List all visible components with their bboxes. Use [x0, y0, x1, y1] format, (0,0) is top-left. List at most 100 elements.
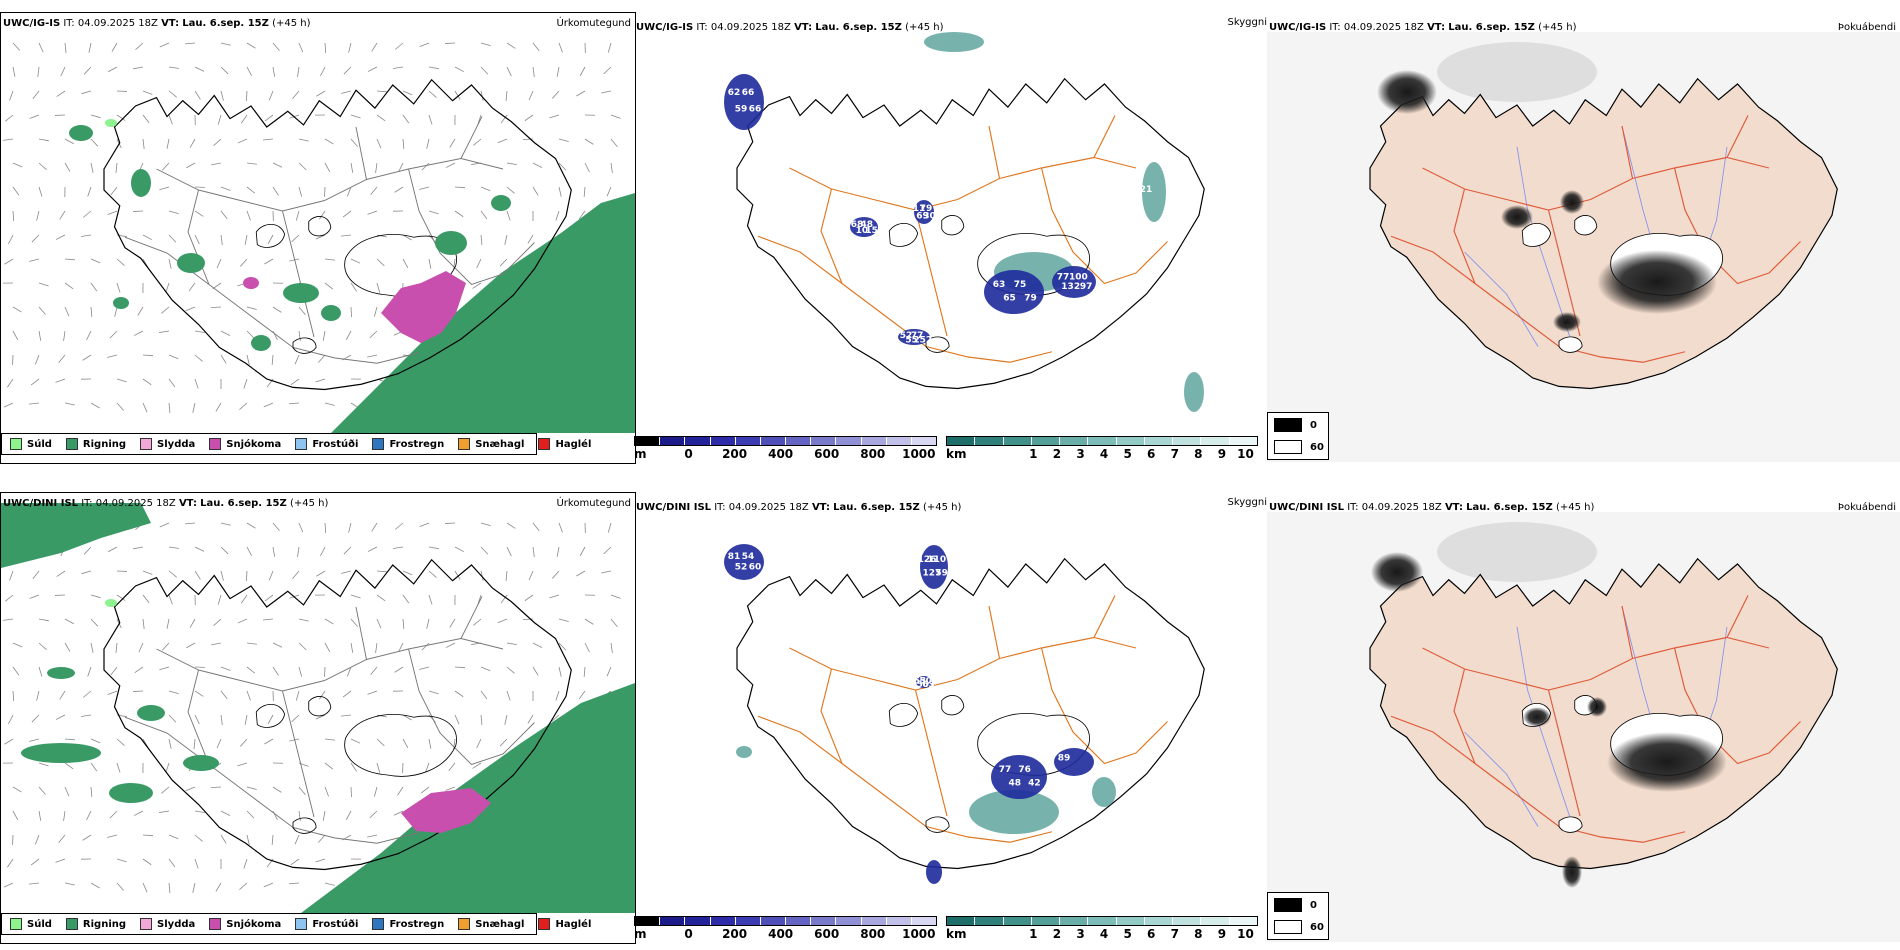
ceiling-label: 75: [1014, 280, 1027, 290]
colorbar-tick: 10: [1237, 447, 1254, 461]
legend-item-5: Frostregn: [372, 438, 444, 450]
visibility-colorbar: km 1 2 3 4 5 6 7 8 9 10: [946, 916, 1258, 941]
colorbar-tick: 400: [768, 927, 794, 941]
legend-label: Frostregn: [389, 918, 445, 930]
fog-panel-row1: UWC/IG-IS IT: 04.09.2025 18Z VT: Lau. 6.…: [1267, 12, 1900, 464]
cloud-panel-row2: 81 52 54 60 126 127 110 59 53 50 50 63 77 48 76 42 89 UW…: [634, 492, 1267, 944]
legend-label: Súld: [27, 918, 52, 930]
legend-label: Rigning: [82, 918, 127, 930]
colorbar-strip: [946, 916, 1258, 926]
legend-swatch: [10, 918, 22, 930]
panel-name: Úrkomutegund: [556, 498, 631, 509]
legend-label: Snjókoma: [226, 918, 282, 930]
legend-item-2: Slydda: [140, 918, 195, 930]
legend-item-6: Snæhagl: [458, 438, 524, 450]
legend-swatch: [209, 918, 222, 930]
colorbar-tick: 7: [1170, 447, 1179, 461]
legend-item-4: Frostúði: [295, 438, 358, 450]
ceiling-label: 54: [742, 552, 755, 562]
legend-label: Rigning: [82, 438, 127, 450]
precip-panel-row1: UWC/IG-IS IT: 04.09.2025 18Z VT: Lau. 6.…: [0, 12, 636, 464]
ceiling-label: 100: [1069, 273, 1088, 283]
ceiling-label: 52: [735, 563, 748, 573]
ceiling-colorbar: m 0 200 400 600 800 1000: [634, 436, 937, 461]
precip-type-legend: Súld Rigning Slydda Snjókoma Frostúði Frostre…: [1, 913, 591, 935]
colorbar-tick: 5: [1123, 447, 1132, 461]
legend-swatch: [295, 918, 308, 930]
precip-map: [2, 42, 635, 433]
ceiling-label: 48: [1009, 778, 1022, 788]
colorbar-tick: 0: [684, 447, 693, 461]
colorbar-tick: 4: [1099, 447, 1109, 461]
ceiling-label: 132: [1061, 282, 1080, 292]
colorbar-tick: 0: [684, 927, 693, 941]
colorbar-tick: 2: [1052, 927, 1062, 941]
ceiling-label: 79: [920, 204, 933, 214]
colorbar-tick: 10: [1237, 927, 1254, 941]
ceiling-label: 77: [911, 331, 924, 341]
ceiling-label: 59: [935, 568, 948, 578]
ceiling-label: 77: [999, 765, 1012, 775]
precip-type-legend: Súld Rigning Slydda Snjókoma Frostúði Frostre…: [1, 433, 591, 455]
ceiling-label: 81: [728, 552, 741, 562]
ceiling-label: 126: [918, 555, 937, 565]
legend-item-1: Rigning: [65, 918, 127, 930]
legend-swatch: [372, 438, 385, 450]
colorbar-tick: 2: [1052, 447, 1062, 461]
cloud-map: 6259666668104815116979306365757977132100…: [724, 32, 1205, 412]
fog-swatch-0: [1274, 418, 1302, 432]
colorbar-tick: 1: [1029, 927, 1038, 941]
panel-title: UWC/IG-IS IT: 04.09.2025 18Z VT: Lau. 6.…: [1269, 22, 1577, 33]
panel-title: UWC/DINI ISL IT: 04.09.2025 18Z VT: Lau.…: [636, 502, 962, 513]
colorbar-tick: 3: [1076, 927, 1085, 941]
panel-title: UWC/IG-IS IT: 04.09.2025 18Z VT: Lau. 6.…: [3, 18, 311, 29]
legend-item-0: Súld: [10, 918, 52, 930]
panel-title: UWC/DINI ISL IT: 04.09.2025 18Z VT: Lau.…: [1269, 502, 1595, 513]
legend-label: Slydda: [157, 918, 196, 930]
legend-swatch: [372, 918, 385, 930]
ceiling-label: 11: [913, 204, 926, 214]
colorbar-tick: 3: [1076, 447, 1085, 461]
fog-panel-row2: UWC/DINI ISL IT: 04.09.2025 18Z VT: Lau.…: [1267, 492, 1900, 944]
legend-label: Frostúði: [312, 918, 359, 930]
colorbar-tick: 6: [1147, 447, 1156, 461]
legend-label: Haglél: [555, 918, 592, 930]
legend-label: Súld: [27, 438, 52, 450]
ceiling-label: 66: [742, 88, 755, 98]
ceiling-label: 63: [993, 280, 1006, 290]
cloud-panel-row1: 62 59 66 66 68 10 48 15 11 69 79 30 63 65 75 79 77 132 100…: [634, 12, 1267, 464]
colorbar-strip: [634, 436, 937, 446]
panel-name: Þokuábendi: [1837, 22, 1896, 33]
ceiling-label: 77: [1057, 273, 1070, 283]
legend-item-3: Snjókoma: [209, 438, 281, 450]
ceiling-label: 65: [1003, 293, 1016, 303]
fog-swatch-60: [1274, 920, 1302, 934]
legend-swatch: [65, 918, 78, 930]
colorbar-unit: km: [946, 447, 967, 461]
legend-swatch: [10, 438, 22, 450]
colorbar-tick: 7: [1170, 927, 1179, 941]
legend-swatch: [140, 438, 153, 450]
colorbar-tick: 5: [1123, 927, 1132, 941]
fog-map: [1267, 32, 1900, 462]
colorbar-tick: 200: [722, 447, 748, 461]
legend-item-2: Slydda: [140, 438, 195, 450]
colorbar-tick: 1000: [902, 927, 936, 941]
panel-name: Úrkomutegund: [556, 18, 631, 29]
colorbar-tick: 400: [768, 447, 794, 461]
ceiling-colorbar: m 0 200 400 600 800 1000: [634, 916, 937, 941]
fog-swatch-60: [1274, 440, 1302, 454]
colorbar-tick: 600: [814, 447, 840, 461]
colorbar-tick: 800: [860, 447, 886, 461]
legend-label: Snæhagl: [475, 918, 525, 930]
ceiling-label: 62: [728, 88, 741, 98]
legend-label: Snjókoma: [226, 438, 282, 450]
legend-swatch: [458, 438, 471, 450]
ceiling-label: 42: [1028, 778, 1041, 788]
colorbar-tick: 800: [860, 927, 886, 941]
ceiling-label: 76: [1018, 765, 1031, 775]
legend-swatch: [458, 918, 471, 930]
ceiling-label: 252: [913, 336, 932, 346]
ceiling-label: 50: [919, 677, 932, 687]
